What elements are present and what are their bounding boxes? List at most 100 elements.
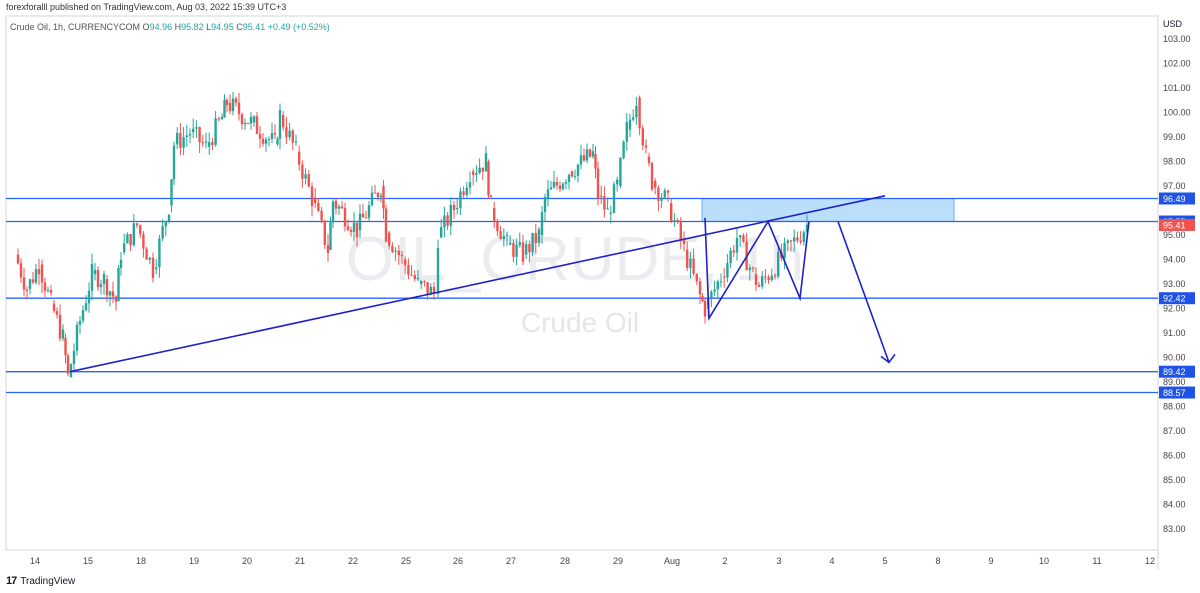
candle-body (361, 213, 365, 218)
y-tick-label: 92.00 (1163, 304, 1186, 314)
candle-body (726, 263, 729, 278)
candle-body (537, 229, 541, 244)
ascending-trendline (69, 195, 886, 373)
x-tick-label: 12 (1145, 556, 1155, 566)
candle-body (349, 230, 353, 232)
x-tick-label: 28 (560, 556, 570, 566)
candle-body (384, 208, 388, 242)
candle-body (404, 259, 407, 266)
candle-body (416, 277, 420, 280)
candle-body (663, 190, 666, 198)
candle-body (710, 291, 713, 298)
candle-body (252, 116, 256, 123)
candle-body (761, 276, 764, 287)
open-value: 94.96 (149, 22, 173, 32)
y-tick-label: 101.00 (1163, 83, 1191, 93)
x-tick-label: 26 (453, 556, 463, 566)
candle-body (703, 300, 707, 317)
candle-body (786, 240, 789, 243)
candle-body (84, 303, 88, 311)
candle-body (487, 161, 490, 196)
candle-body (234, 98, 238, 103)
candle-body (117, 267, 120, 302)
candle-body (301, 164, 304, 179)
candle-body (484, 153, 488, 172)
candle-body (512, 243, 515, 257)
candle-body (796, 237, 799, 241)
candle-body (436, 248, 440, 294)
candle-body (195, 127, 198, 129)
candle-body (337, 206, 341, 209)
candle-body (754, 274, 758, 285)
candle-body (426, 282, 429, 295)
x-tick-label: 11 (1092, 556, 1101, 566)
candle-body (211, 142, 214, 145)
candle-body (201, 142, 204, 144)
candle-body (373, 192, 377, 194)
candle-body (515, 244, 518, 257)
published-by-header: forexforalll published on TradingView.co… (0, 0, 1200, 14)
candle-body (291, 130, 294, 143)
tradingview-brand: TradingView (20, 575, 76, 587)
candle-body (660, 197, 663, 201)
y-tick-label: 86.00 (1163, 451, 1186, 461)
x-tick-label: 27 (506, 556, 516, 566)
price-label-bg (1159, 365, 1195, 378)
candle-body (635, 105, 638, 118)
candle-body (164, 221, 167, 227)
candle-body (638, 97, 641, 129)
x-tick-label: 18 (136, 556, 146, 566)
candle-body (770, 275, 773, 281)
y-tick-label: 89.00 (1163, 377, 1186, 387)
watermark-ticker: OIL_CRUDE, 1h (346, 225, 804, 294)
candle-body (66, 355, 70, 374)
x-tick-label: 29 (613, 556, 623, 566)
y-tick-label: 91.00 (1163, 328, 1186, 338)
candle-body (546, 189, 550, 199)
candle-body (619, 157, 622, 186)
y-tick-label: 103.00 (1163, 34, 1191, 44)
candle-body (686, 249, 689, 268)
candle-body (185, 135, 188, 138)
candle-body (701, 296, 704, 301)
candle-body (757, 284, 761, 287)
candle-body (340, 206, 344, 209)
tradingview-logo-icon: 17 (6, 575, 17, 587)
candle-body (273, 133, 277, 135)
candle-body (764, 276, 767, 278)
candle-body (468, 182, 472, 188)
candle-body (493, 208, 496, 222)
x-tick-label: 5 (882, 556, 887, 566)
candle-body (19, 263, 23, 278)
candle-body (379, 195, 383, 198)
candle-body (558, 185, 562, 190)
candle-body (459, 191, 462, 208)
candle-body (31, 279, 35, 283)
x-tick-label: 3 (776, 556, 781, 566)
x-tick-label: 9 (988, 556, 993, 566)
candle-body (594, 154, 597, 169)
price-label-text: 96.49 (1163, 194, 1186, 204)
candle-body (111, 291, 115, 297)
candle-body (777, 251, 780, 277)
y-tick-label: 88.00 (1163, 402, 1186, 412)
candle-body (475, 173, 478, 175)
candle-body (326, 245, 330, 254)
candle-body (204, 141, 208, 143)
x-tick-label: 8 (935, 556, 940, 566)
candle-body (420, 280, 423, 284)
zigzag-pattern (704, 217, 810, 321)
candle-body (214, 118, 217, 145)
candle-body (270, 133, 274, 140)
candle-body (394, 250, 397, 252)
candle-body (793, 237, 796, 242)
candle-body (25, 289, 29, 291)
candle-body (75, 324, 79, 351)
candle-body (429, 286, 432, 295)
candle-body (55, 311, 59, 315)
symbol-legend: Crude Oil, 1h, CURRENCYCOM O94.96 H95.82… (10, 22, 330, 32)
candle-body (767, 277, 770, 281)
price-label-bg (1159, 218, 1195, 231)
y-tick-label: 84.00 (1163, 500, 1186, 510)
